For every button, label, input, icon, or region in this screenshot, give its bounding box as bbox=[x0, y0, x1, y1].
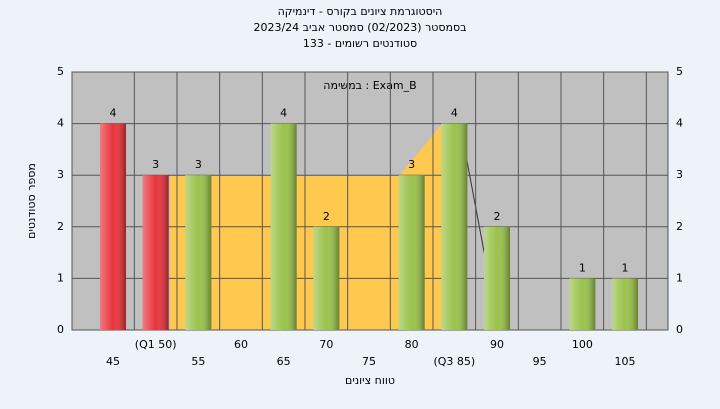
value-label: 3 bbox=[408, 158, 415, 171]
chart-title: היסטוגרמת ציונים בקורס - דינמיקה bbox=[278, 5, 443, 18]
x-tick-label: 55 bbox=[191, 355, 205, 368]
bar-shade bbox=[100, 123, 126, 330]
bar-shade bbox=[142, 175, 169, 330]
y-tick-label: 1 bbox=[57, 271, 64, 284]
y-axis-label: מספר סטודנטים bbox=[25, 163, 38, 239]
y2-tick-label: 0 bbox=[676, 323, 683, 336]
y-tick-label: 2 bbox=[57, 220, 64, 233]
y-tick-label: 3 bbox=[57, 168, 64, 181]
x-tick-label: 75 bbox=[362, 355, 376, 368]
bar-shade bbox=[484, 226, 510, 330]
value-label: 3 bbox=[195, 158, 202, 171]
value-label: 1 bbox=[579, 261, 586, 274]
bar-shade bbox=[313, 226, 340, 330]
value-label: 1 bbox=[622, 261, 629, 274]
x-axis-label: טווח ציונים bbox=[345, 374, 395, 387]
x-tick-label: 95 bbox=[533, 355, 547, 368]
x-tick-label: 100 bbox=[572, 338, 593, 351]
y-tick-label: 0 bbox=[57, 323, 64, 336]
x-tick-label: 45 bbox=[106, 355, 120, 368]
value-label: 3 bbox=[152, 158, 159, 171]
value-label: 4 bbox=[451, 107, 458, 120]
y-tick-label: 5 bbox=[57, 65, 64, 78]
y2-tick-label: 3 bbox=[676, 168, 683, 181]
bar-shade bbox=[185, 175, 212, 330]
chart-subtitle: סטודנטים רשומים - 133 bbox=[303, 37, 417, 50]
bar-shade bbox=[569, 278, 596, 330]
value-label: 2 bbox=[494, 210, 501, 223]
annotation: במשימה : Exam_B bbox=[323, 79, 416, 92]
x-tick-label: 60 bbox=[234, 338, 248, 351]
y2-tick-label: 1 bbox=[676, 271, 683, 284]
y2-tick-label: 4 bbox=[676, 117, 683, 130]
chart-subtitle: בסמסטר (02/2023) סמסטר אביב 2023/24 bbox=[253, 21, 466, 34]
value-label: 2 bbox=[323, 210, 330, 223]
bar-shade bbox=[441, 123, 468, 330]
value-label: 4 bbox=[110, 107, 117, 120]
bar-shade bbox=[270, 123, 297, 330]
value-label: 4 bbox=[280, 107, 287, 120]
y-tick-label: 4 bbox=[57, 117, 64, 130]
x-tick-label: 105 bbox=[615, 355, 636, 368]
y2-tick-label: 2 bbox=[676, 220, 683, 233]
x-tick-label: (Q3 85) bbox=[433, 355, 475, 368]
x-tick-label: (Q1 50) bbox=[135, 338, 177, 351]
x-tick-label: 70 bbox=[319, 338, 333, 351]
bar-shade bbox=[398, 175, 425, 330]
y2-tick-label: 5 bbox=[676, 65, 683, 78]
x-tick-label: 65 bbox=[277, 355, 291, 368]
x-tick-label: 90 bbox=[490, 338, 504, 351]
x-tick-label: 80 bbox=[405, 338, 419, 351]
bar-shade bbox=[612, 278, 638, 330]
